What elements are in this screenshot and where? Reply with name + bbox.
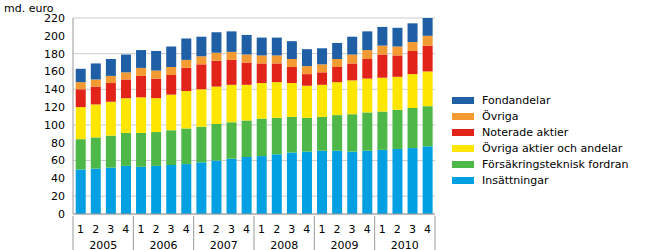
svg-text:1: 1	[137, 223, 144, 236]
svg-text:2: 2	[213, 223, 220, 236]
svg-text:2006: 2006	[150, 239, 178, 250]
svg-text:2: 2	[92, 223, 99, 236]
svg-text:140: 140	[44, 83, 65, 96]
svg-text:1: 1	[318, 223, 325, 236]
html-text:Insättningar: Insättningar	[482, 173, 549, 187]
svg-text:80: 80	[51, 137, 65, 150]
svg-text:20: 20	[51, 190, 65, 203]
svg-text:2: 2	[394, 223, 401, 236]
svg-text:1: 1	[258, 223, 265, 236]
svg-text:2: 2	[273, 223, 280, 236]
svg-text:3: 3	[288, 223, 295, 236]
svg-text:4: 4	[243, 223, 250, 236]
svg-text:4: 4	[424, 223, 431, 236]
svg-text:1: 1	[77, 223, 84, 236]
svg-text:2009: 2009	[331, 239, 359, 250]
svg-text:2: 2	[152, 223, 159, 236]
svg-text:2: 2	[333, 223, 340, 236]
svg-text:1: 1	[379, 223, 386, 236]
svg-text:160: 160	[44, 65, 65, 78]
svg-text:1: 1	[198, 223, 205, 236]
html-text:Övriga: Övriga	[482, 109, 519, 123]
svg-text:4: 4	[122, 223, 129, 236]
svg-text:3: 3	[349, 223, 356, 236]
svg-text:60: 60	[51, 154, 65, 167]
svg-text:3: 3	[228, 223, 235, 236]
svg-text:2008: 2008	[270, 239, 298, 250]
svg-text:3: 3	[107, 223, 114, 236]
svg-text:3: 3	[168, 223, 175, 236]
svg-text:120: 120	[44, 101, 65, 114]
svg-text:4: 4	[183, 223, 190, 236]
html-text:Fondandelar: Fondandelar	[482, 93, 551, 107]
html-text:md. euro: md. euro	[4, 2, 54, 15]
svg-text:220: 220	[44, 12, 65, 25]
svg-text:2010: 2010	[391, 239, 419, 250]
svg-text:180: 180	[44, 48, 65, 61]
html-text:Försäkringsteknisk fordran: Försäkringsteknisk fordran	[482, 157, 629, 171]
svg-text:200: 200	[44, 30, 65, 43]
svg-text:40: 40	[51, 172, 65, 185]
svg-text:2007: 2007	[210, 239, 238, 250]
svg-text:4: 4	[364, 223, 371, 236]
svg-text:4: 4	[303, 223, 310, 236]
svg-text:2005: 2005	[89, 239, 117, 250]
svg-text:0: 0	[58, 208, 65, 221]
html-text:Övriga aktier och andelar: Övriga aktier och andelar	[482, 141, 623, 155]
svg-text:100: 100	[44, 119, 65, 132]
svg-text:3: 3	[409, 223, 416, 236]
html-text:Noterade aktier: Noterade aktier	[482, 125, 569, 139]
